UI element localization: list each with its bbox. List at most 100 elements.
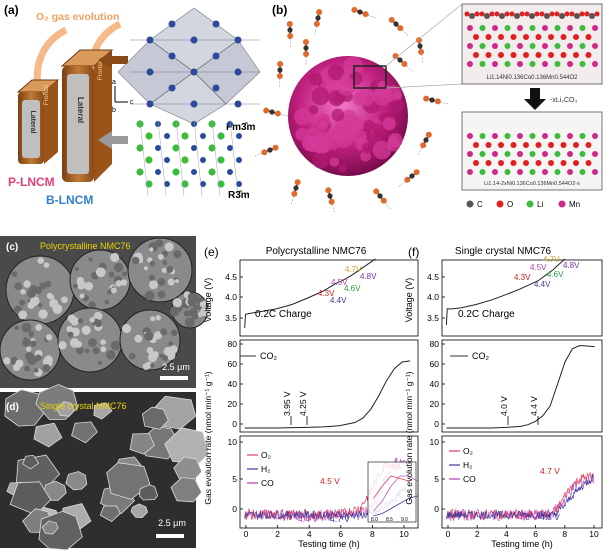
- r3m-atom: [208, 120, 216, 128]
- surface-oxygen: [504, 11, 510, 17]
- e-voltage-ylabel: Voltage (V): [203, 278, 213, 323]
- r3m-atom: [155, 145, 161, 151]
- legend-c-text: C: [477, 200, 483, 209]
- scale-c-text: 2.5 μm: [162, 362, 190, 372]
- sem-grain: [110, 287, 117, 294]
- lattice-atom: [592, 61, 598, 67]
- sem-grain: [93, 311, 103, 321]
- r3m-atom: [172, 120, 180, 128]
- sem-grain: [144, 290, 155, 301]
- legend-o-text: O: [507, 200, 513, 209]
- sem-grain: [75, 340, 83, 348]
- lattice-atom: [485, 52, 492, 58]
- x-tick-label: 10: [589, 529, 599, 539]
- lattice-atom: [523, 52, 529, 58]
- gas-evolution-text: O₂ gas evolution: [36, 11, 119, 23]
- sem-grain: [35, 324, 43, 331]
- lattice-atom: [573, 160, 579, 166]
- formula-top: Li1.14Ni0.136Co0.136Mn0.544O2: [486, 75, 578, 81]
- y-tick-label: 60: [228, 359, 238, 369]
- sem-grain: [157, 253, 164, 260]
- sem-crystal: [71, 421, 98, 444]
- co2-oxygen: [404, 176, 411, 183]
- f-co2-line: [446, 344, 595, 429]
- particle-bump: [328, 64, 344, 81]
- e-gas-frame: [239, 435, 419, 529]
- fm3m-lattice: [117, 7, 261, 125]
- scale-bar-d: [156, 534, 184, 538]
- co2-trail: [417, 147, 423, 156]
- f-vmark-47: 4.7V: [543, 255, 560, 264]
- r3m-atom: [227, 169, 233, 175]
- co2-oxygen: [328, 198, 335, 205]
- y-tick-label: 10: [430, 437, 440, 447]
- co2-carbon: [423, 137, 429, 143]
- e-vmark-46: 4.6V: [344, 284, 361, 293]
- e-voltage-ticks: 4.5 4.0 3.5: [225, 272, 243, 323]
- f-bmark-47: 4.7 V: [540, 466, 560, 476]
- sem-grain: [97, 360, 103, 366]
- lattice-atom: [535, 160, 542, 166]
- particle-bump: [294, 107, 312, 126]
- lattice-atom: [560, 142, 567, 148]
- p-frontal-text: Frontal: [43, 84, 50, 105]
- r3m-lattice: [136, 119, 242, 197]
- sem-grain: [114, 262, 124, 273]
- lattice-atom: [560, 160, 567, 166]
- sem-grain: [74, 266, 79, 272]
- e-bmark-45: 4.5 V: [320, 476, 340, 486]
- particle-bump: [391, 99, 405, 113]
- sem-grain: [3, 357, 11, 365]
- f-co2-frame: [441, 339, 603, 433]
- surface-carbon: [469, 13, 475, 19]
- sem-grain: [150, 363, 155, 368]
- f-co2-mark1: 4.0 V: [499, 396, 509, 416]
- r3m-atom: [236, 181, 242, 187]
- r3m-atom: [136, 168, 144, 176]
- sem-grain: [110, 252, 120, 262]
- sem-grain: [20, 289, 26, 295]
- x-tick-label: 10: [399, 529, 409, 539]
- r3m-atom: [164, 133, 170, 139]
- sem-poly-spheres: [0, 237, 210, 381]
- sem-grain: [115, 280, 123, 287]
- sem-grain: [128, 352, 136, 360]
- co2-oxygen: [373, 188, 380, 195]
- e-voltage-frame: [239, 259, 419, 337]
- sem-grain: [148, 274, 156, 281]
- sem-grain: [170, 329, 178, 337]
- lattice-atom: [510, 142, 517, 148]
- r3m-atom: [236, 133, 242, 139]
- lattice-atom: [473, 142, 479, 148]
- f-legend-h2: H₂: [463, 460, 472, 470]
- particle-bump: [316, 120, 328, 132]
- r3m-atom: [191, 121, 197, 127]
- f-vmark-44: 4.4V: [534, 280, 551, 289]
- co2-oxygen: [401, 61, 408, 68]
- particle-bump: [308, 105, 319, 115]
- f-charge-label: 0.2C Charge: [458, 309, 515, 320]
- r3m-atom: [181, 132, 189, 140]
- particle-bump: [362, 142, 374, 154]
- lattice-atom: [554, 133, 561, 139]
- sem-grain: [14, 325, 19, 331]
- particle-bump: [311, 87, 330, 106]
- co2-oxygen: [325, 187, 332, 194]
- r3m-atom: [155, 169, 161, 175]
- particle-bump: [312, 152, 330, 169]
- co2-trail: [421, 54, 424, 64]
- surface-oxygen: [569, 11, 575, 17]
- lattice-atom: [504, 43, 511, 49]
- x-tick-label: 6: [533, 529, 538, 539]
- e-xlabel: Testing time (h): [298, 539, 360, 549]
- f-voltage-ticks: 4.5 4.0 3.5: [427, 272, 445, 323]
- r3m-bond: [229, 119, 239, 197]
- b-lncm-label: B-LNCM: [46, 193, 93, 207]
- f-co2-legend: CO₂: [472, 351, 490, 361]
- particle-bump: [372, 129, 383, 139]
- sem-grain: [46, 292, 53, 300]
- sem-grain: [33, 368, 39, 373]
- lattice-atom: [467, 43, 473, 49]
- sem-grain: [88, 301, 96, 309]
